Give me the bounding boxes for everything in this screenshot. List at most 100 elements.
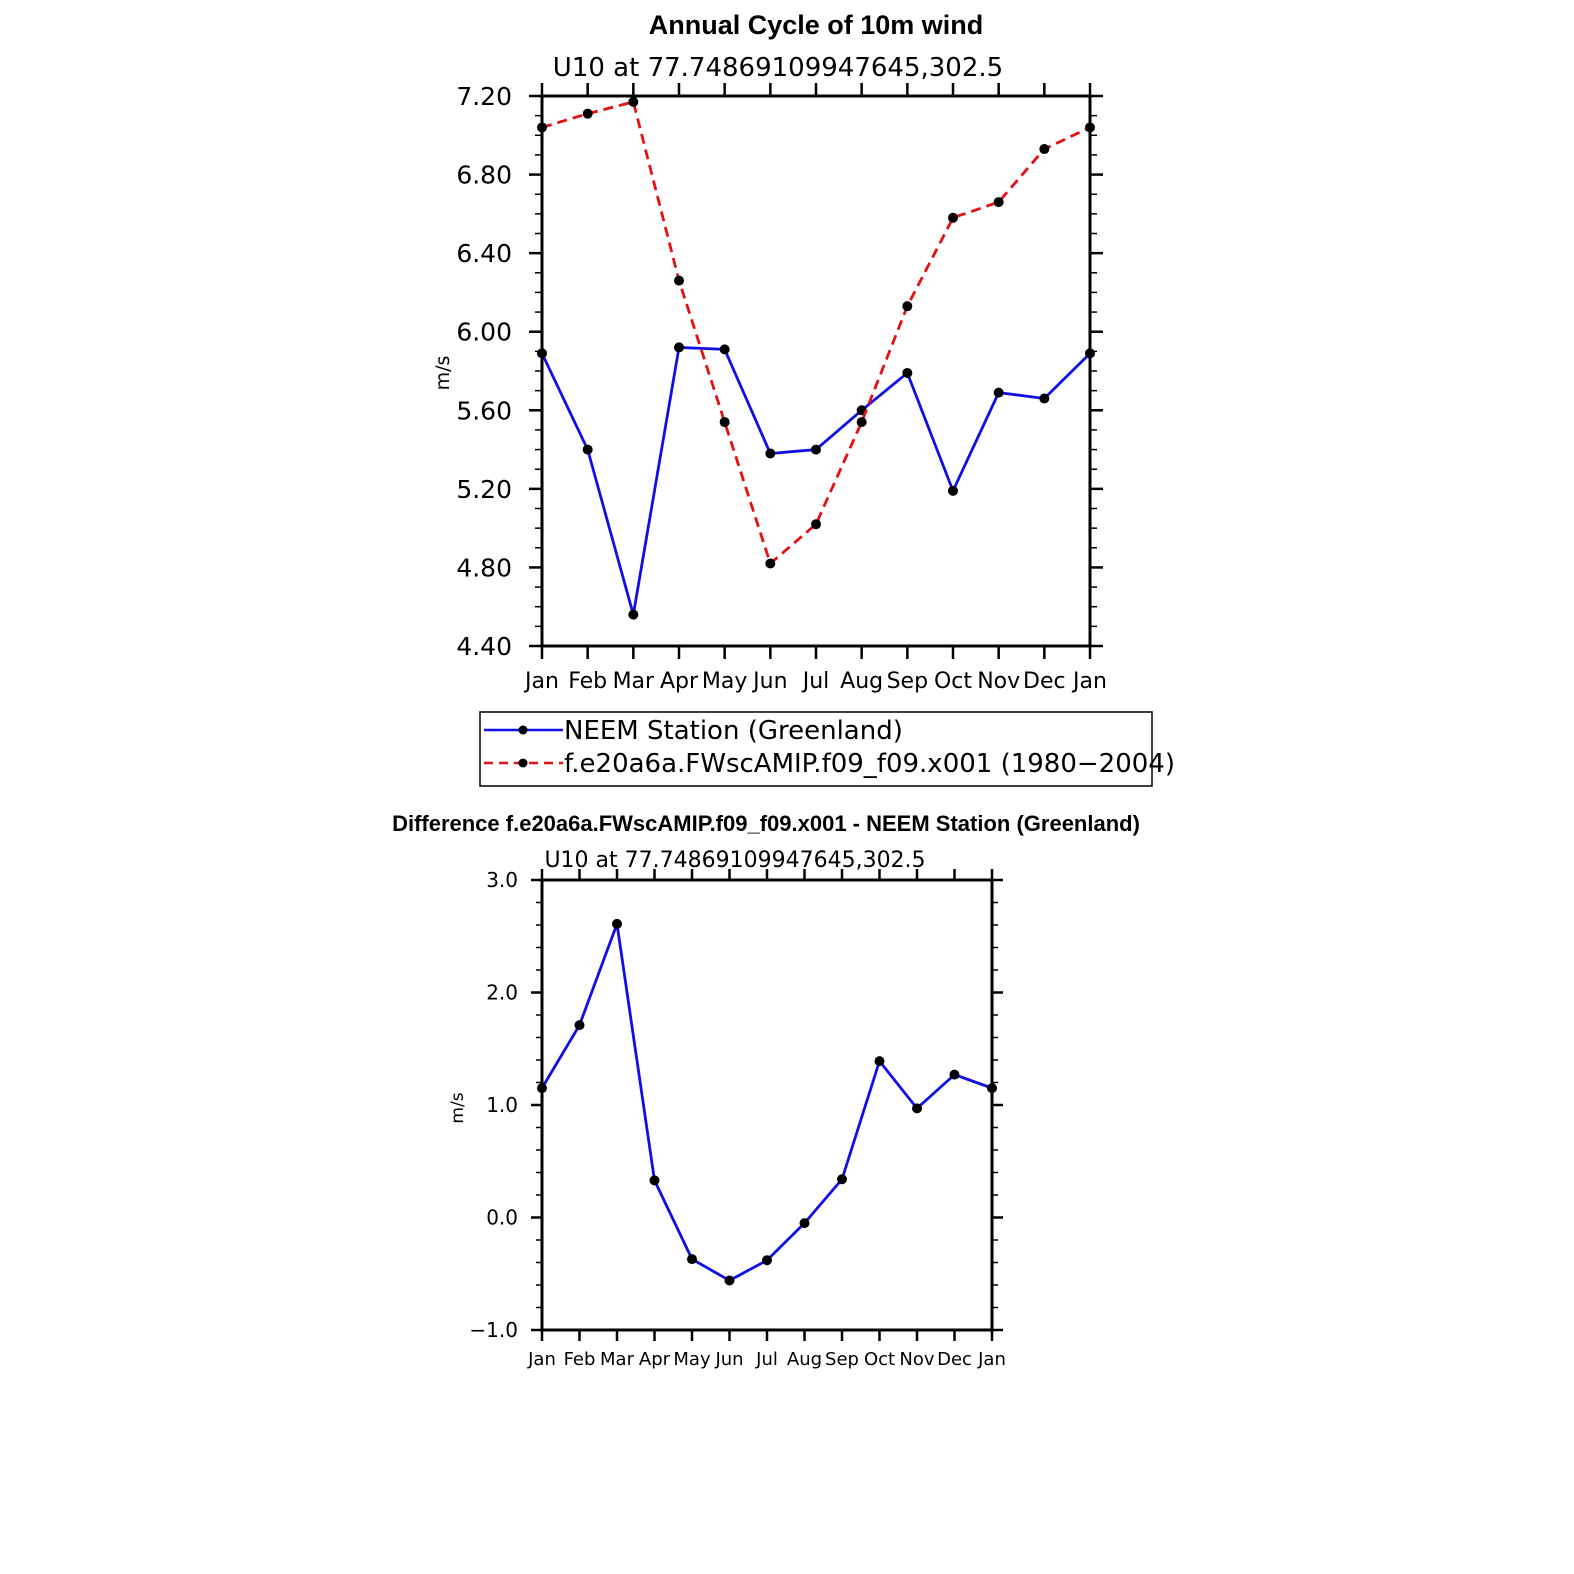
diff-x-tick-labels: Jan Feb Mar Apr May Jun Jul Aug Sep Oct Nov Dec Jan [527, 1349, 1006, 1370]
series-1-point [1085, 122, 1095, 133]
series-0-point [837, 1174, 847, 1185]
diff-chart-title: Difference f.e20a6a.FWscAMIP.f09_f09.x00… [392, 811, 1140, 836]
x-tick-label: Jan [523, 669, 559, 694]
y-tick-label: 3.0 [486, 868, 518, 892]
y-tick-label: 1.0 [486, 1093, 518, 1117]
x-tick-label: Dec [1023, 669, 1066, 694]
y-tick-label: 5.20 [456, 475, 512, 504]
x-tick-label: Sep [887, 669, 928, 694]
series-0-point [765, 448, 776, 459]
x-tick-label: Mar [613, 669, 655, 694]
series-0-point [1039, 393, 1050, 404]
series-0-point [799, 1218, 810, 1229]
series-1-point [582, 108, 593, 119]
y-tick-label: 7.20 [456, 82, 512, 111]
series-0-point [649, 1175, 660, 1186]
legend-box [479, 711, 1153, 787]
x-tick-label: Nov [977, 669, 1020, 694]
x-tick-label: May [673, 1349, 711, 1370]
series-0-point [902, 367, 913, 378]
x-tick-label: Apr [639, 1349, 671, 1370]
difference-panel: Difference f.e20a6a.FWscAMIP.f09_f09.x00… [392, 811, 1140, 1370]
x-tick-label: Sep [825, 1349, 859, 1370]
x-tick-label: Jun [714, 1349, 743, 1370]
y-tick-label: 6.40 [456, 239, 512, 268]
series-1-point [856, 417, 867, 428]
series-0-point [674, 342, 684, 353]
diff-plot-series [537, 918, 997, 1286]
series-0-point [874, 1056, 885, 1067]
x-tick-label: Feb [568, 669, 607, 694]
series-0-point [948, 485, 958, 496]
x-tick-label: Jul [755, 1349, 778, 1370]
series-0-point [628, 609, 639, 620]
x-tick-label: Oct [864, 1349, 895, 1370]
series-1-point [537, 122, 547, 133]
x-tick-label: Nov [899, 1349, 934, 1370]
y-tick-label: 4.80 [456, 553, 512, 582]
series-0-point [912, 1103, 922, 1114]
x-tick-label: Feb [564, 1349, 596, 1370]
series-0-point [582, 444, 593, 455]
x-tick-label: May [702, 669, 747, 694]
series-0-point [537, 1083, 547, 1094]
series-1-point [674, 275, 684, 286]
plot-frame [540, 94, 1092, 648]
legend-marker-model [518, 758, 528, 768]
legend: NEEM Station (Greenland) f.e20a6a.FWscAM… [479, 711, 1175, 787]
y-tick-label: 2.0 [486, 981, 518, 1005]
plot-series [537, 96, 1095, 620]
series-1-point [1039, 144, 1050, 155]
y-tick-label: 6.80 [456, 161, 512, 190]
series-0-point [762, 1255, 772, 1266]
series-0-point [811, 444, 821, 455]
legend-marker-neem [518, 725, 528, 735]
y-tick-labels: 4.40 4.80 5.20 5.60 6.00 6.40 6.80 7.20 [456, 82, 512, 661]
series-1-point [628, 96, 639, 107]
y-tick-label: 5.60 [456, 396, 512, 425]
x-tick-label: Jan [1071, 669, 1107, 694]
diff-axes-frame [531, 869, 1003, 1341]
chart-title: Annual Cycle of 10m wind [649, 10, 984, 40]
x-tick-label: Mar [600, 1349, 635, 1370]
series-line-1 [541, 100, 1091, 565]
x-tick-label: Jun [751, 669, 787, 694]
x-tick-label: Dec [937, 1349, 972, 1370]
legend-label-neem: NEEM Station (Greenland) [564, 716, 903, 746]
y-tick-label: 6.00 [456, 318, 512, 347]
x-tick-label: Jan [527, 1349, 556, 1370]
annual-cycle-panel: Annual Cycle of 10m wind U10 at 77.74869… [432, 10, 1175, 787]
series-0-point [949, 1069, 960, 1080]
y-tick-label: −1.0 [469, 1318, 518, 1342]
series-0-point [993, 387, 1004, 398]
series-1-point [993, 197, 1004, 208]
y-tick-label: 4.40 [456, 632, 512, 661]
series-0-point [987, 1083, 997, 1094]
series-line-0 [540, 346, 1091, 616]
series-1-point [902, 301, 913, 312]
series-line-0 [540, 922, 993, 1282]
chart-subtitle: U10 at 77.74869109947645,302.5 [553, 53, 1003, 83]
x-tick-label: Apr [660, 669, 699, 694]
x-tick-label: Jul [801, 669, 830, 694]
series-0-point [612, 918, 622, 929]
x-tick-label: Aug [840, 669, 883, 694]
series-0-point [537, 348, 547, 359]
x-tick-label: Aug [787, 1349, 822, 1370]
series-0-point [724, 1275, 735, 1286]
series-0-point [574, 1020, 585, 1031]
series-1-point [719, 417, 730, 428]
series-0-point [1085, 348, 1095, 359]
x-tick-labels: Jan Feb Mar Apr May Jun Jul Aug Sep Oct Nov Dec Jan [523, 669, 1107, 694]
diff-y-axis-label: m/s [448, 1092, 468, 1123]
y-axis-label: m/s [432, 356, 454, 391]
series-0-point [687, 1254, 697, 1265]
x-tick-label: Oct [934, 669, 972, 694]
y-tick-label: 0.0 [486, 1206, 518, 1230]
diff-y-tick-labels: −1.0 0.0 1.0 2.0 3.0 [469, 868, 518, 1342]
series-1-point [811, 519, 821, 530]
x-tick-label: Jan [977, 1349, 1006, 1370]
axes-frame [529, 83, 1103, 659]
legend-label-model: f.e20a6a.FWscAMIP.f09_f09.x001 (1980−200… [564, 749, 1175, 779]
series-1-point [765, 558, 776, 569]
